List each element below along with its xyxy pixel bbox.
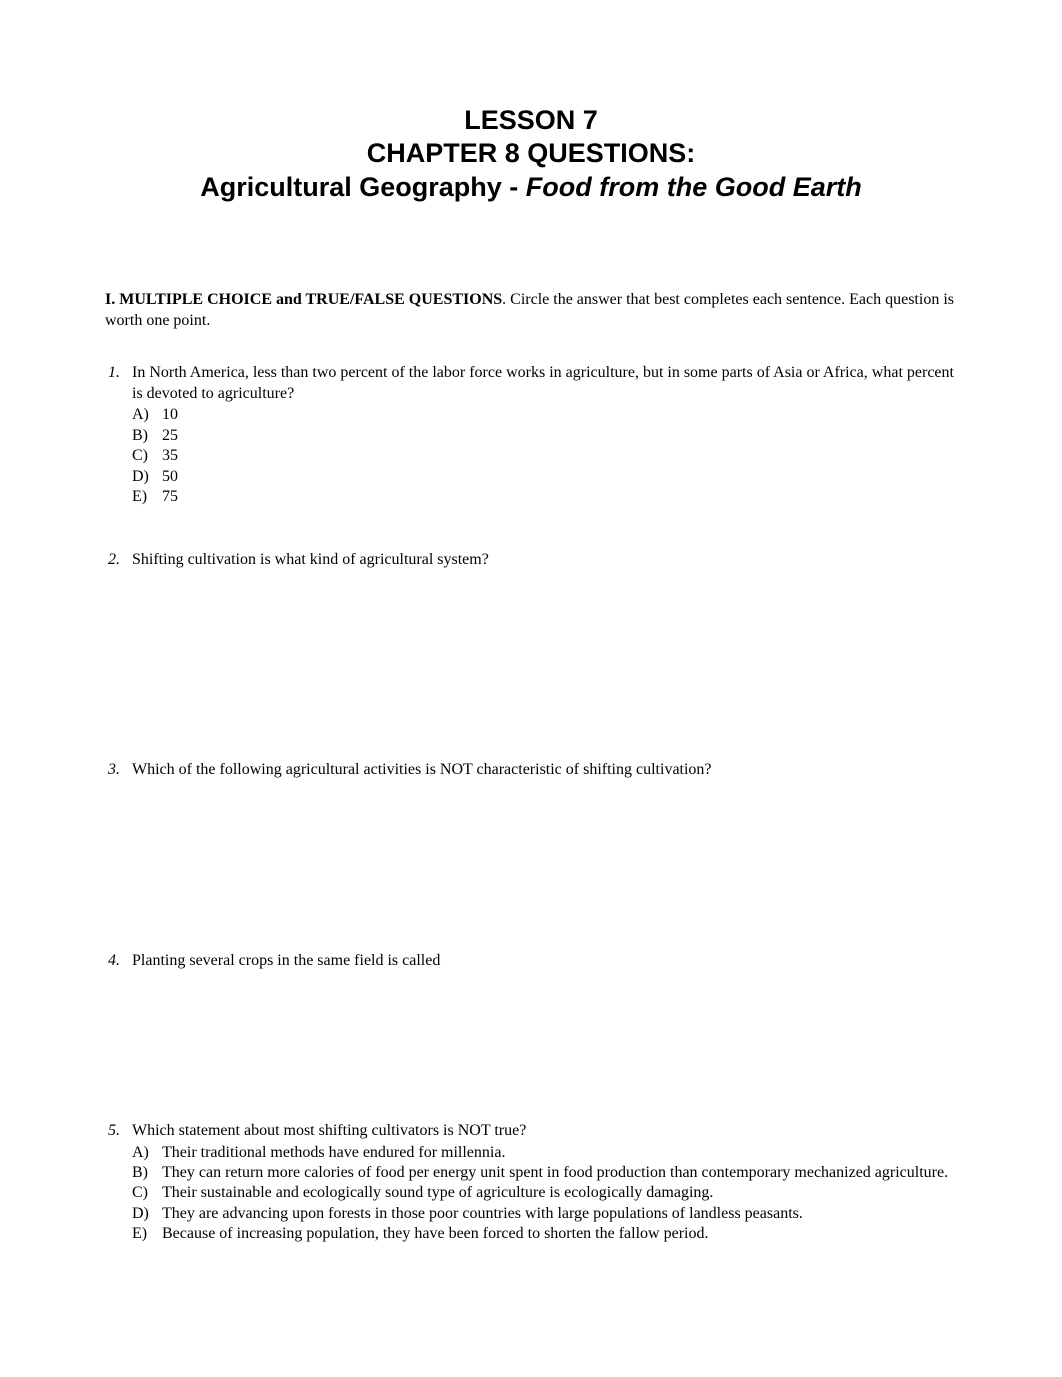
subtitle-plain: Agricultural Geography - — [200, 172, 526, 202]
question-number: 3. — [105, 760, 132, 780]
chapter-title: CHAPTER 8 QUESTIONS: — [105, 138, 957, 169]
option-letter: D) — [132, 1204, 162, 1224]
question-text: Which of the following agricultural acti… — [132, 760, 957, 780]
option-row: A)10 — [132, 405, 957, 425]
option-row: E)Because of increasing population, they… — [132, 1224, 957, 1244]
option-letter: E) — [132, 1224, 162, 1244]
question-number: 5. — [105, 1121, 132, 1245]
question-number: 1. — [105, 363, 132, 507]
question-number: 2. — [105, 550, 132, 570]
lesson-title: LESSON 7 — [105, 105, 957, 136]
question-body: Planting several crops in the same field… — [132, 951, 957, 971]
option-row: D)50 — [132, 467, 957, 487]
option-text: 50 — [162, 467, 178, 487]
option-letter: D) — [132, 467, 162, 487]
question-2: 2. Shifting cultivation is what kind of … — [105, 550, 957, 570]
subtitle-italic: Food from the Good Earth — [526, 172, 862, 202]
question-4: 4. Planting several crops in the same fi… — [105, 951, 957, 971]
option-letter: A) — [132, 405, 162, 425]
option-letter: E) — [132, 487, 162, 507]
options-list: A)10 B)25 C)35 D)50 E)75 — [132, 405, 957, 507]
question-body: Which of the following agricultural acti… — [132, 760, 957, 780]
title-block: LESSON 7 CHAPTER 8 QUESTIONS: Agricultur… — [105, 105, 957, 205]
option-text: Their sustainable and ecologically sound… — [162, 1183, 713, 1203]
option-text: 75 — [162, 487, 178, 507]
instructions-bold: I. MULTIPLE CHOICE and TRUE/FALSE QUESTI… — [105, 291, 502, 308]
question-text: In North America, less than two percent … — [132, 363, 957, 404]
question-text: Planting several crops in the same field… — [132, 951, 957, 971]
question-number: 4. — [105, 951, 132, 971]
option-text: Because of increasing population, they h… — [162, 1224, 708, 1244]
question-text: Which statement about most shifting cult… — [132, 1121, 957, 1141]
question-1: 1. In North America, less than two perce… — [105, 363, 957, 507]
question-body: Which statement about most shifting cult… — [132, 1121, 957, 1245]
option-row: C)Their sustainable and ecologically sou… — [132, 1183, 957, 1203]
options-list: A)Their traditional methods have endured… — [132, 1143, 957, 1245]
option-letter: C) — [132, 446, 162, 466]
option-row: B)They can return more calories of food … — [132, 1163, 957, 1183]
option-letter: A) — [132, 1143, 162, 1163]
question-3: 3. Which of the following agricultural a… — [105, 760, 957, 780]
option-row: A)Their traditional methods have endured… — [132, 1143, 957, 1163]
option-row: C)35 — [132, 446, 957, 466]
option-text: 25 — [162, 426, 178, 446]
option-row: B)25 — [132, 426, 957, 446]
option-letter: B) — [132, 1163, 162, 1183]
option-text: 10 — [162, 405, 178, 425]
option-text: They are advancing upon forests in those… — [162, 1204, 803, 1224]
option-row: D)They are advancing upon forests in tho… — [132, 1204, 957, 1224]
question-5: 5. Which statement about most shifting c… — [105, 1121, 957, 1245]
option-text: They can return more calories of food pe… — [162, 1163, 948, 1183]
question-text: Shifting cultivation is what kind of agr… — [132, 550, 957, 570]
instructions: I. MULTIPLE CHOICE and TRUE/FALSE QUESTI… — [105, 290, 957, 332]
question-body: In North America, less than two percent … — [132, 363, 957, 507]
option-letter: C) — [132, 1183, 162, 1203]
option-text: Their traditional methods have endured f… — [162, 1143, 505, 1163]
option-text: 35 — [162, 446, 178, 466]
option-letter: B) — [132, 426, 162, 446]
option-row: E)75 — [132, 487, 957, 507]
question-body: Shifting cultivation is what kind of agr… — [132, 550, 957, 570]
subtitle: Agricultural Geography - Food from the G… — [105, 171, 957, 205]
